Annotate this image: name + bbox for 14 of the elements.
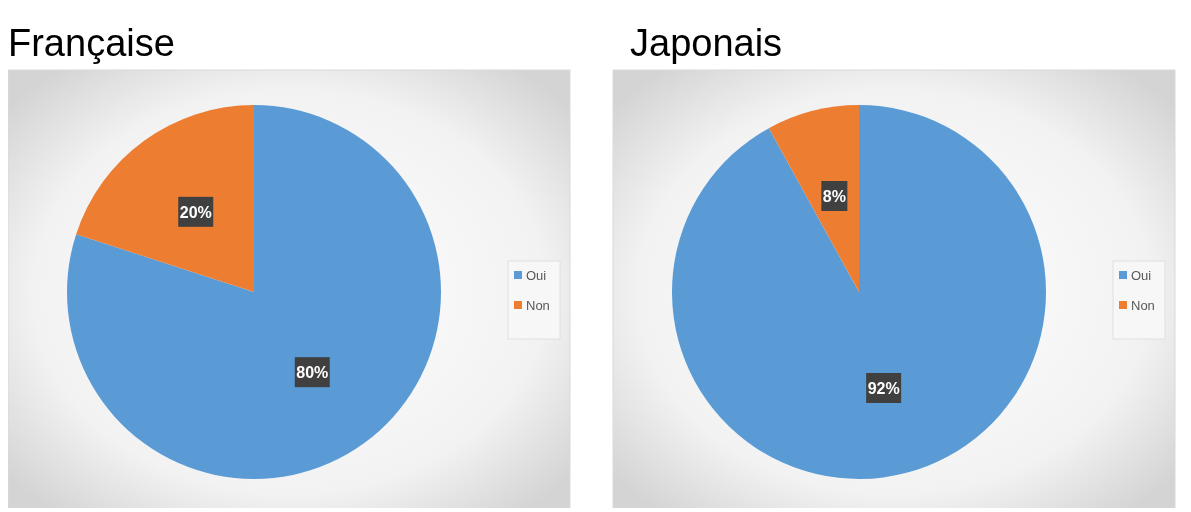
chart-title: Japonais: [630, 22, 783, 64]
data-label: 80%: [296, 364, 329, 382]
data-label: 92%: [867, 380, 900, 397]
legend-label: Non: [1131, 298, 1155, 313]
legend-label: Non: [526, 298, 550, 313]
legend-label: Oui: [526, 268, 547, 283]
chart-title: Française: [8, 22, 175, 64]
pie-slice: [672, 105, 1046, 479]
legend-label: Oui: [1131, 268, 1152, 283]
pie-slice: [768, 105, 859, 292]
data-label: 20%: [179, 203, 212, 221]
pie-slice: [67, 105, 441, 479]
pie-slice: [76, 105, 254, 292]
data-label: 8%: [822, 188, 846, 205]
